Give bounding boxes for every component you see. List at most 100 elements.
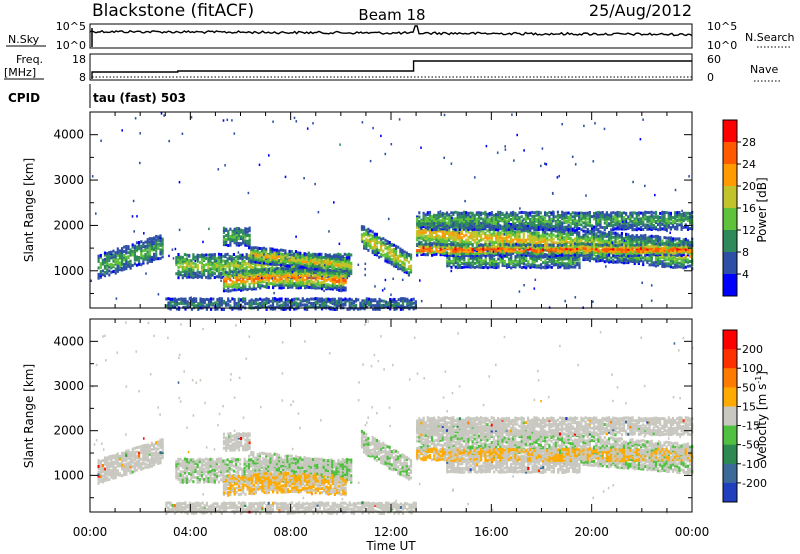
heatmap-cell	[215, 261, 218, 264]
heatmap-cell	[567, 241, 570, 244]
heatmap-cell	[344, 274, 347, 278]
heatmap-cell	[263, 274, 266, 278]
heatmap-cell	[572, 260, 575, 264]
heatmap-cell	[248, 241, 251, 245]
heatmap-cell	[388, 249, 391, 253]
heatmap-cell	[350, 263, 353, 267]
heatmap-cell	[445, 221, 449, 225]
heatmap-cell	[573, 223, 577, 227]
heatmap-cell	[482, 266, 485, 269]
heatmap-cell	[648, 211, 651, 215]
heatmap-cell	[601, 241, 604, 245]
heatmap-cell	[548, 264, 551, 268]
heatmap-cell	[501, 261, 504, 265]
heatmap-cell	[541, 225, 545, 229]
heatmap-cell	[301, 267, 304, 271]
heatmap-cell	[552, 241, 555, 245]
heatmap-cell	[627, 233, 630, 237]
heatmap-cell	[682, 218, 685, 222]
heatmap-cell	[561, 223, 564, 227]
heatmap-cell	[578, 231, 581, 235]
heatmap-cell	[426, 227, 429, 231]
heatmap-cell	[524, 229, 527, 233]
heatmap-cell	[146, 261, 149, 265]
heatmap-cell	[667, 258, 670, 262]
heatmap-cell	[420, 227, 423, 231]
heatmap-cell	[329, 275, 332, 279]
heatmap-cell	[480, 233, 483, 237]
heatmap-cell	[207, 273, 210, 277]
heatmap-cell	[508, 261, 511, 265]
heatmap-cell	[416, 236, 419, 240]
heatmap-cell	[235, 278, 238, 282]
heatmap-cell	[669, 265, 672, 269]
heatmap-cell	[306, 272, 309, 275]
heatmap-cell	[345, 273, 349, 277]
heatmap-cell	[669, 240, 672, 244]
heatmap-cell	[150, 237, 153, 241]
heatmap-cell	[510, 255, 513, 259]
heatmap-cell	[443, 236, 446, 240]
heatmap-cell	[179, 261, 182, 265]
heatmap-cell	[584, 258, 587, 262]
heatmap-cell	[563, 219, 566, 223]
heatmap-cell	[492, 218, 495, 222]
heatmap-cell	[288, 249, 291, 253]
heatmap-cell	[365, 237, 368, 241]
heatmap-cell	[148, 259, 151, 263]
heatmap-cell	[443, 219, 446, 222]
heatmap-cell	[248, 233, 251, 237]
heatmap-cell	[305, 255, 308, 259]
heatmap-cell	[312, 252, 315, 256]
heatmap-cell	[514, 222, 517, 226]
heatmap-cell	[533, 258, 536, 261]
heatmap-cell	[597, 238, 600, 242]
heatmap-cell	[471, 213, 474, 217]
heatmap-cell	[518, 260, 521, 264]
heatmap-cell	[426, 234, 429, 238]
heatmap-cell	[150, 241, 153, 245]
heatmap-cell	[503, 259, 506, 263]
heatmap-cell	[153, 252, 156, 256]
heatmap-cell	[439, 238, 442, 242]
heatmap-cell	[629, 219, 632, 223]
heatmap-cell	[571, 219, 574, 223]
heatmap-cell	[209, 267, 212, 271]
heatmap-cell	[582, 229, 585, 233]
heatmap-cell	[576, 231, 579, 235]
heatmap-cell	[514, 237, 517, 241]
heatmap-cell	[388, 251, 391, 255]
heatmap-cell	[471, 263, 474, 267]
heatmap-cell	[267, 285, 270, 289]
heatmap-cell	[441, 211, 444, 215]
freq-series	[91, 60, 692, 79]
heatmap-cell	[669, 226, 672, 230]
heatmap-cell	[309, 253, 313, 257]
heatmap-cell	[682, 211, 685, 215]
heatmap-cell	[495, 234, 498, 238]
heatmap-cell	[181, 255, 184, 259]
heatmap-cell	[654, 260, 658, 264]
heatmap-cell	[629, 211, 632, 215]
heatmap-cell	[422, 230, 425, 234]
heatmap-cell	[593, 227, 596, 231]
heatmap-cell	[537, 213, 540, 217]
heatmap-cell	[501, 264, 504, 267]
heatmap-cell	[232, 263, 235, 267]
heatmap-cell	[203, 255, 206, 259]
heatmap-cell	[495, 226, 498, 230]
heatmap-cell	[256, 250, 259, 254]
heatmap-cell	[540, 266, 543, 270]
heatmap-cell	[605, 221, 608, 225]
heatmap-cell	[625, 254, 628, 258]
heatmap-cell	[505, 232, 508, 236]
heatmap-cell	[452, 247, 455, 251]
heatmap-cell	[314, 267, 317, 271]
heatmap-cell	[471, 219, 474, 223]
heatmap-cell	[533, 223, 536, 227]
heatmap-cell	[557, 255, 560, 259]
heatmap-cell	[390, 254, 393, 258]
heatmap-cell	[499, 260, 502, 264]
heatmap-cell	[348, 261, 351, 265]
heatmap-cell	[544, 230, 547, 234]
